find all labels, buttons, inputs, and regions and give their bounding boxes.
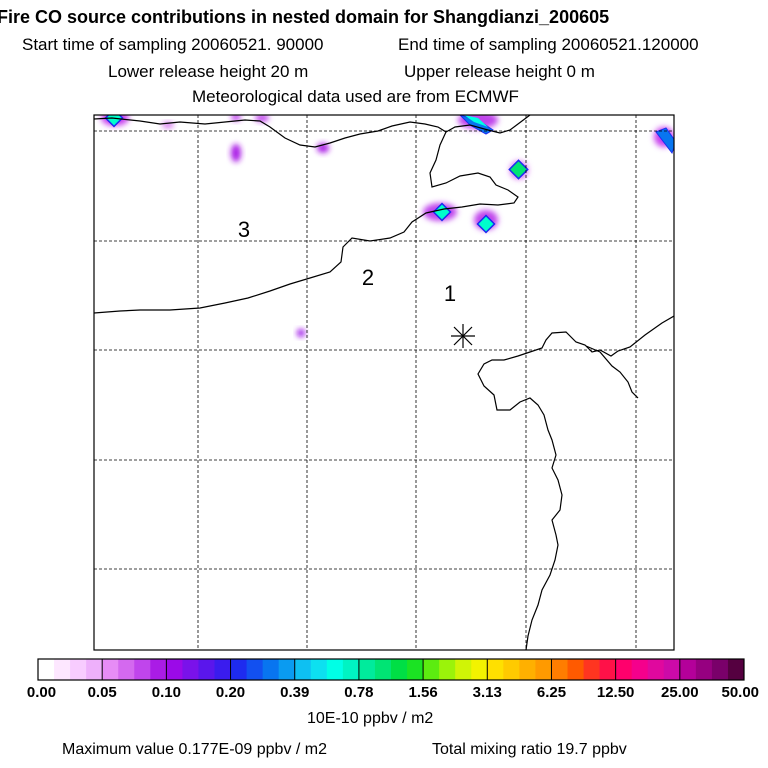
- color-scale-swatch: [246, 659, 264, 680]
- color-scale-swatch: [86, 659, 103, 680]
- total-mixing-ratio-label: Total mixing ratio 19.7 ppbv: [432, 741, 627, 758]
- color-scale-swatch: [503, 659, 520, 680]
- color-scale-swatch: [567, 659, 584, 680]
- color-scale-swatch: [615, 659, 633, 680]
- concentration-field: [101, 115, 674, 337]
- plume-blob: [231, 115, 241, 121]
- color-scale-tick-label: 50.00: [721, 684, 760, 701]
- color-scale-swatch: [551, 659, 568, 680]
- distance-label-1: 1: [444, 281, 456, 306]
- end-time-label: End time of sampling 20060521.120000: [398, 35, 699, 54]
- start-time-label: Start time of sampling 20060521. 90000: [22, 35, 324, 54]
- plume-core: [432, 202, 452, 222]
- color-scale-swatch: [54, 659, 71, 680]
- color-scale-swatch: [631, 659, 649, 680]
- receptor-star-icon: [451, 324, 475, 348]
- plot-title: Fire CO source contributions in nested d…: [0, 7, 610, 27]
- plume-core: [476, 214, 496, 234]
- color-scale-swatch: [182, 659, 199, 680]
- color-scale-swatch: [294, 659, 312, 680]
- color-scale-swatch: [134, 659, 151, 680]
- color-scale-swatch: [647, 659, 665, 680]
- map-frame: [93, 114, 675, 651]
- color-scale-swatch: [150, 659, 167, 680]
- color-scale-swatch: [519, 659, 536, 680]
- color-scale-swatch: [214, 659, 231, 680]
- coastline-north: [445, 115, 531, 134]
- color-scale-swatch: [102, 659, 119, 680]
- color-scale-swatch: [583, 659, 600, 680]
- coastline-peninsula: [585, 345, 639, 399]
- plume-blob: [231, 144, 241, 162]
- plume-blob: [297, 329, 305, 337]
- color-scale-swatch: [599, 659, 617, 680]
- grid-lines: [94, 115, 674, 650]
- color-scale-swatch: [310, 659, 328, 680]
- color-scale-tick-label: 25.00: [661, 684, 699, 701]
- maximum-value-label: Maximum value 0.177E-09 ppbv / m2: [62, 741, 328, 758]
- color-scale-tick-label: 0.39: [280, 684, 310, 701]
- color-scale-swatch: [326, 659, 344, 680]
- color-scale-swatch: [487, 659, 504, 680]
- color-scale-swatch: [198, 659, 215, 680]
- color-scale-tick-label: 0.10: [151, 684, 181, 701]
- upper-release-label: Upper release height 0 m: [404, 62, 595, 81]
- plume-core: [464, 115, 488, 127]
- color-scale-swatch: [38, 659, 55, 680]
- distance-label-3: 3: [238, 217, 250, 242]
- color-scale-swatch: [455, 659, 472, 680]
- color-scale-swatch: [695, 659, 713, 680]
- color-scale-swatch: [423, 659, 440, 680]
- met-data-label: Meteorological data used are from ECMWF: [192, 87, 519, 106]
- color-scale-swatch: [391, 659, 408, 680]
- color-scale-tick-label: 0.78: [344, 684, 374, 701]
- color-scale-swatch: [70, 659, 87, 680]
- coastline-east: [477, 315, 674, 650]
- color-scale-swatch: [262, 659, 280, 680]
- color-scale-tick-label: 3.13: [472, 684, 502, 701]
- color-scale-swatch: [342, 659, 360, 680]
- color-scale-tick-label: 1.56: [408, 684, 438, 701]
- color-scale-tick-label: 6.25: [536, 684, 567, 701]
- color-scale-swatch: [374, 659, 392, 680]
- color-scale-tick-label: 0.00: [26, 684, 57, 701]
- color-scale-tick-label: 0.20: [215, 684, 246, 701]
- color-scale-swatch: [535, 659, 552, 680]
- color-scale-tick-label: 0.05: [87, 684, 117, 701]
- lower-release-label: Lower release height 20 m: [108, 62, 309, 81]
- color-scale-swatch: [727, 659, 745, 680]
- color-scale-bar: [38, 659, 745, 680]
- distance-label-2: 2: [362, 265, 374, 290]
- color-scale-swatch: [407, 659, 424, 680]
- color-scale-swatch: [166, 659, 183, 680]
- color-scale-swatch: [711, 659, 729, 680]
- color-scale-swatch: [439, 659, 456, 680]
- plume-blob: [255, 115, 269, 122]
- plume-core: [655, 127, 674, 155]
- color-scale-swatch: [358, 659, 376, 680]
- map-area: [94, 115, 674, 650]
- color-scale-swatch: [278, 659, 296, 680]
- color-scale-swatch: [471, 659, 488, 680]
- color-scale-swatch: [118, 659, 135, 680]
- color-scale-swatch: [679, 659, 697, 680]
- plume-core: [508, 159, 529, 180]
- color-scale-swatch: [230, 659, 247, 680]
- color-scale-units: 10E-10 ppbv / m2: [307, 710, 434, 727]
- color-scale-tick-label: 12.50: [596, 684, 635, 701]
- color-scale-swatch: [663, 659, 681, 680]
